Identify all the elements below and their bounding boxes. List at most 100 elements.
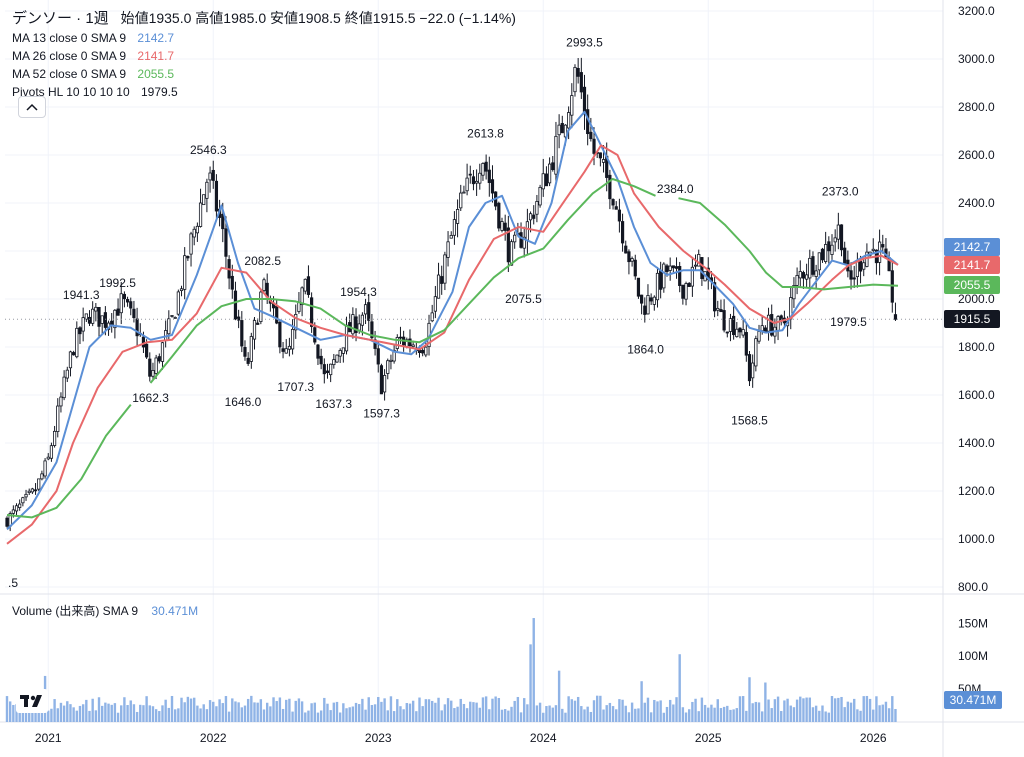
volume-bar: [887, 708, 891, 722]
pivot-label: 1864.0: [627, 343, 664, 357]
volume-bar: [599, 695, 602, 722]
volume-bar: [300, 701, 304, 722]
candle-body: [310, 297, 314, 327]
price-tick-label: 800.0: [958, 580, 988, 594]
volume-bar: [659, 700, 662, 722]
volume-bar: [285, 699, 288, 722]
indicator-value: 1979.5: [140, 85, 178, 99]
volume-bar: [196, 705, 199, 722]
volume-bar: [611, 706, 615, 722]
volume-bar: [361, 698, 364, 722]
volume-bar: [15, 704, 18, 722]
candle-body: [744, 332, 748, 356]
volume-bar: [202, 704, 205, 722]
candle-body: [503, 222, 507, 231]
volume-bar: [678, 654, 681, 722]
candle-body: [421, 349, 425, 354]
volume-bar: [519, 712, 523, 722]
time-tick-label: 2023: [365, 731, 392, 745]
volume-bar: [795, 699, 799, 722]
volume-bar: [408, 703, 412, 722]
candle-body: [614, 206, 618, 210]
volume-bar: [50, 708, 53, 722]
candle-body: [11, 509, 15, 514]
candle-body: [30, 488, 34, 493]
candle-body: [141, 336, 146, 348]
candle-body: [237, 316, 241, 321]
candle-body: [91, 308, 95, 324]
candle-body: [646, 295, 650, 315]
candle-body: [246, 357, 250, 364]
candle-body: [183, 255, 187, 290]
candle-body: [370, 321, 374, 339]
indicator-ma52[interactable]: MA 52 close 0 SMA 9 2055.5: [12, 65, 516, 83]
candle-body: [820, 248, 825, 261]
candle-body: [33, 489, 38, 492]
indicator-ma26[interactable]: MA 26 close 0 SMA 9 2141.7: [12, 47, 516, 65]
volume-bar: [621, 699, 624, 722]
volume-bar: [386, 710, 389, 722]
candle-body: [351, 314, 355, 335]
candle-body: [386, 360, 390, 374]
candle-body: [805, 274, 809, 280]
indicator-pivots[interactable]: Pivots HL 10 10 10 10 1979.5: [12, 83, 516, 101]
candle-body: [278, 321, 282, 348]
candle-body: [563, 124, 568, 138]
volume-bar: [700, 697, 704, 722]
volume-bar: [100, 705, 104, 722]
volume-legend[interactable]: Volume (出来高) SMA 9 30.471M: [12, 602, 198, 619]
volume-bar: [640, 681, 643, 722]
candle-body: [214, 180, 219, 212]
volume-bar: [853, 698, 856, 722]
volume-bar: [551, 707, 554, 722]
volume-bar: [319, 710, 323, 722]
volume-bar: [668, 699, 672, 722]
candle-body: [40, 473, 44, 480]
volume-bar: [507, 710, 510, 722]
candle-body: [287, 345, 292, 350]
volume-bar: [269, 706, 272, 722]
candle-body: [275, 305, 279, 324]
volume-bar: [304, 712, 307, 722]
pivot-label: 2373.0: [822, 184, 859, 198]
volume-bar: [649, 712, 653, 722]
volume-bar: [849, 702, 853, 722]
volume-bar: [516, 696, 520, 722]
volume-bar: [802, 698, 805, 722]
indicator-label: MA 26 close 0 SMA 9: [12, 49, 127, 63]
volume-bar: [405, 703, 409, 722]
volume-bar: [561, 708, 564, 722]
candle-body: [290, 328, 295, 350]
candle-body: [398, 336, 403, 339]
volume-bar: [751, 703, 754, 722]
candle-body: [497, 202, 501, 229]
candle-body: [500, 221, 504, 231]
candle-body: [478, 172, 482, 184]
candle-body: [636, 277, 641, 297]
volume-bar: [691, 701, 694, 722]
candle-body: [557, 124, 561, 136]
candle-body: [700, 257, 704, 279]
volume-bar: [120, 705, 123, 722]
time-tick-label: 2025: [695, 731, 722, 745]
candle-body: [573, 66, 577, 93]
candle-body: [798, 271, 802, 279]
volume-bar: [370, 705, 374, 722]
indicator-ma13[interactable]: MA 13 close 0 SMA 9 2142.7: [12, 29, 516, 47]
volume-bar: [358, 704, 361, 722]
symbol-title[interactable]: デンソー · 1週: [12, 10, 109, 27]
volume-bar: [56, 708, 59, 722]
volume-bar: [497, 697, 501, 722]
volume-bar: [364, 709, 367, 722]
volume-bar: [494, 696, 497, 722]
volume-bar: [605, 705, 608, 722]
volume-bar: [462, 703, 466, 722]
volume-bar: [894, 708, 897, 722]
candle-body: [576, 68, 580, 77]
volume-bar: [373, 704, 377, 722]
volume-bar: [443, 704, 447, 722]
collapse-legend-button[interactable]: [18, 96, 46, 118]
tradingview-logo[interactable]: [16, 689, 48, 713]
pivot-label: 1954.3: [340, 285, 377, 299]
